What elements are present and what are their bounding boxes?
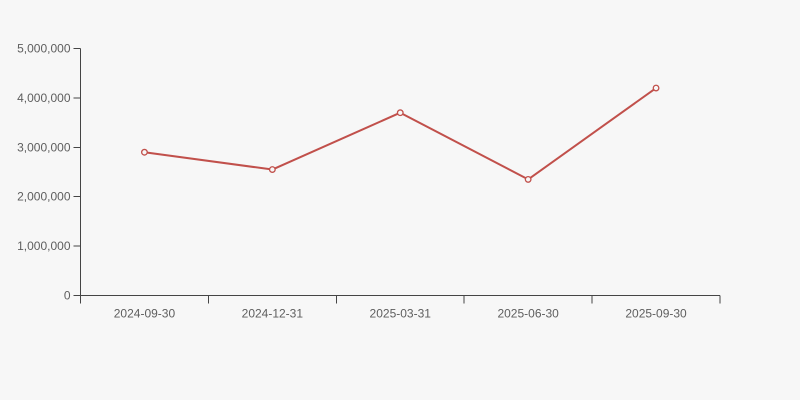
data-point-marker[interactable] bbox=[524, 175, 532, 183]
x-axis-tick-label: 2025-06-30 bbox=[497, 307, 559, 321]
y-axis-tick-label: 1,000,000 bbox=[17, 239, 71, 253]
x-axis-tick-label: 2025-09-30 bbox=[625, 307, 687, 321]
data-point-marker[interactable] bbox=[396, 109, 404, 117]
data-point-marker[interactable] bbox=[140, 148, 148, 156]
y-axis-tick-label: 2,000,000 bbox=[17, 190, 71, 204]
x-axis-tick-label: 2024-12-31 bbox=[242, 307, 304, 321]
y-axis-tick-label: 0 bbox=[64, 289, 71, 303]
y-axis-tick-label: 5,000,000 bbox=[17, 42, 71, 56]
y-axis-tick-label: 4,000,000 bbox=[17, 91, 71, 105]
y-axis-tick-label: 3,000,000 bbox=[17, 140, 71, 154]
data-point-marker[interactable] bbox=[652, 84, 660, 92]
x-axis-tick-label: 2025-03-31 bbox=[370, 307, 432, 321]
x-axis-tick-label: 2024-09-30 bbox=[114, 307, 176, 321]
data-point-marker[interactable] bbox=[268, 166, 276, 173]
